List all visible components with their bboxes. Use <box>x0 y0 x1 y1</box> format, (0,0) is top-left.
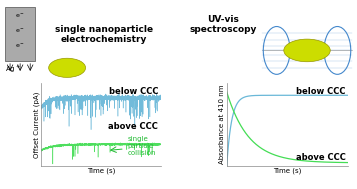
Y-axis label: Offset Current (pA): Offset Current (pA) <box>33 91 40 158</box>
Text: single
particle
collision: single particle collision <box>127 136 156 156</box>
Bar <box>5 7 35 61</box>
Text: single nanoparticle
electrochemistry: single nanoparticle electrochemistry <box>55 25 153 44</box>
Text: above CCC: above CCC <box>296 153 346 162</box>
X-axis label: Time (s): Time (s) <box>273 168 302 174</box>
Text: Ag$^+$: Ag$^+$ <box>5 64 21 75</box>
Text: below CCC: below CCC <box>109 87 158 96</box>
Y-axis label: Absorbance at 410 nm: Absorbance at 410 nm <box>219 85 225 164</box>
Circle shape <box>49 58 86 77</box>
X-axis label: Time (s): Time (s) <box>87 168 115 174</box>
Text: below CCC: below CCC <box>296 87 346 96</box>
Text: e$^-$: e$^-$ <box>15 42 25 50</box>
Text: UV-vis
spectroscopy: UV-vis spectroscopy <box>190 15 257 34</box>
Circle shape <box>284 39 330 62</box>
Text: e$^-$: e$^-$ <box>15 12 25 20</box>
Text: e$^-$: e$^-$ <box>15 27 25 35</box>
Text: above CCC: above CCC <box>109 122 158 131</box>
